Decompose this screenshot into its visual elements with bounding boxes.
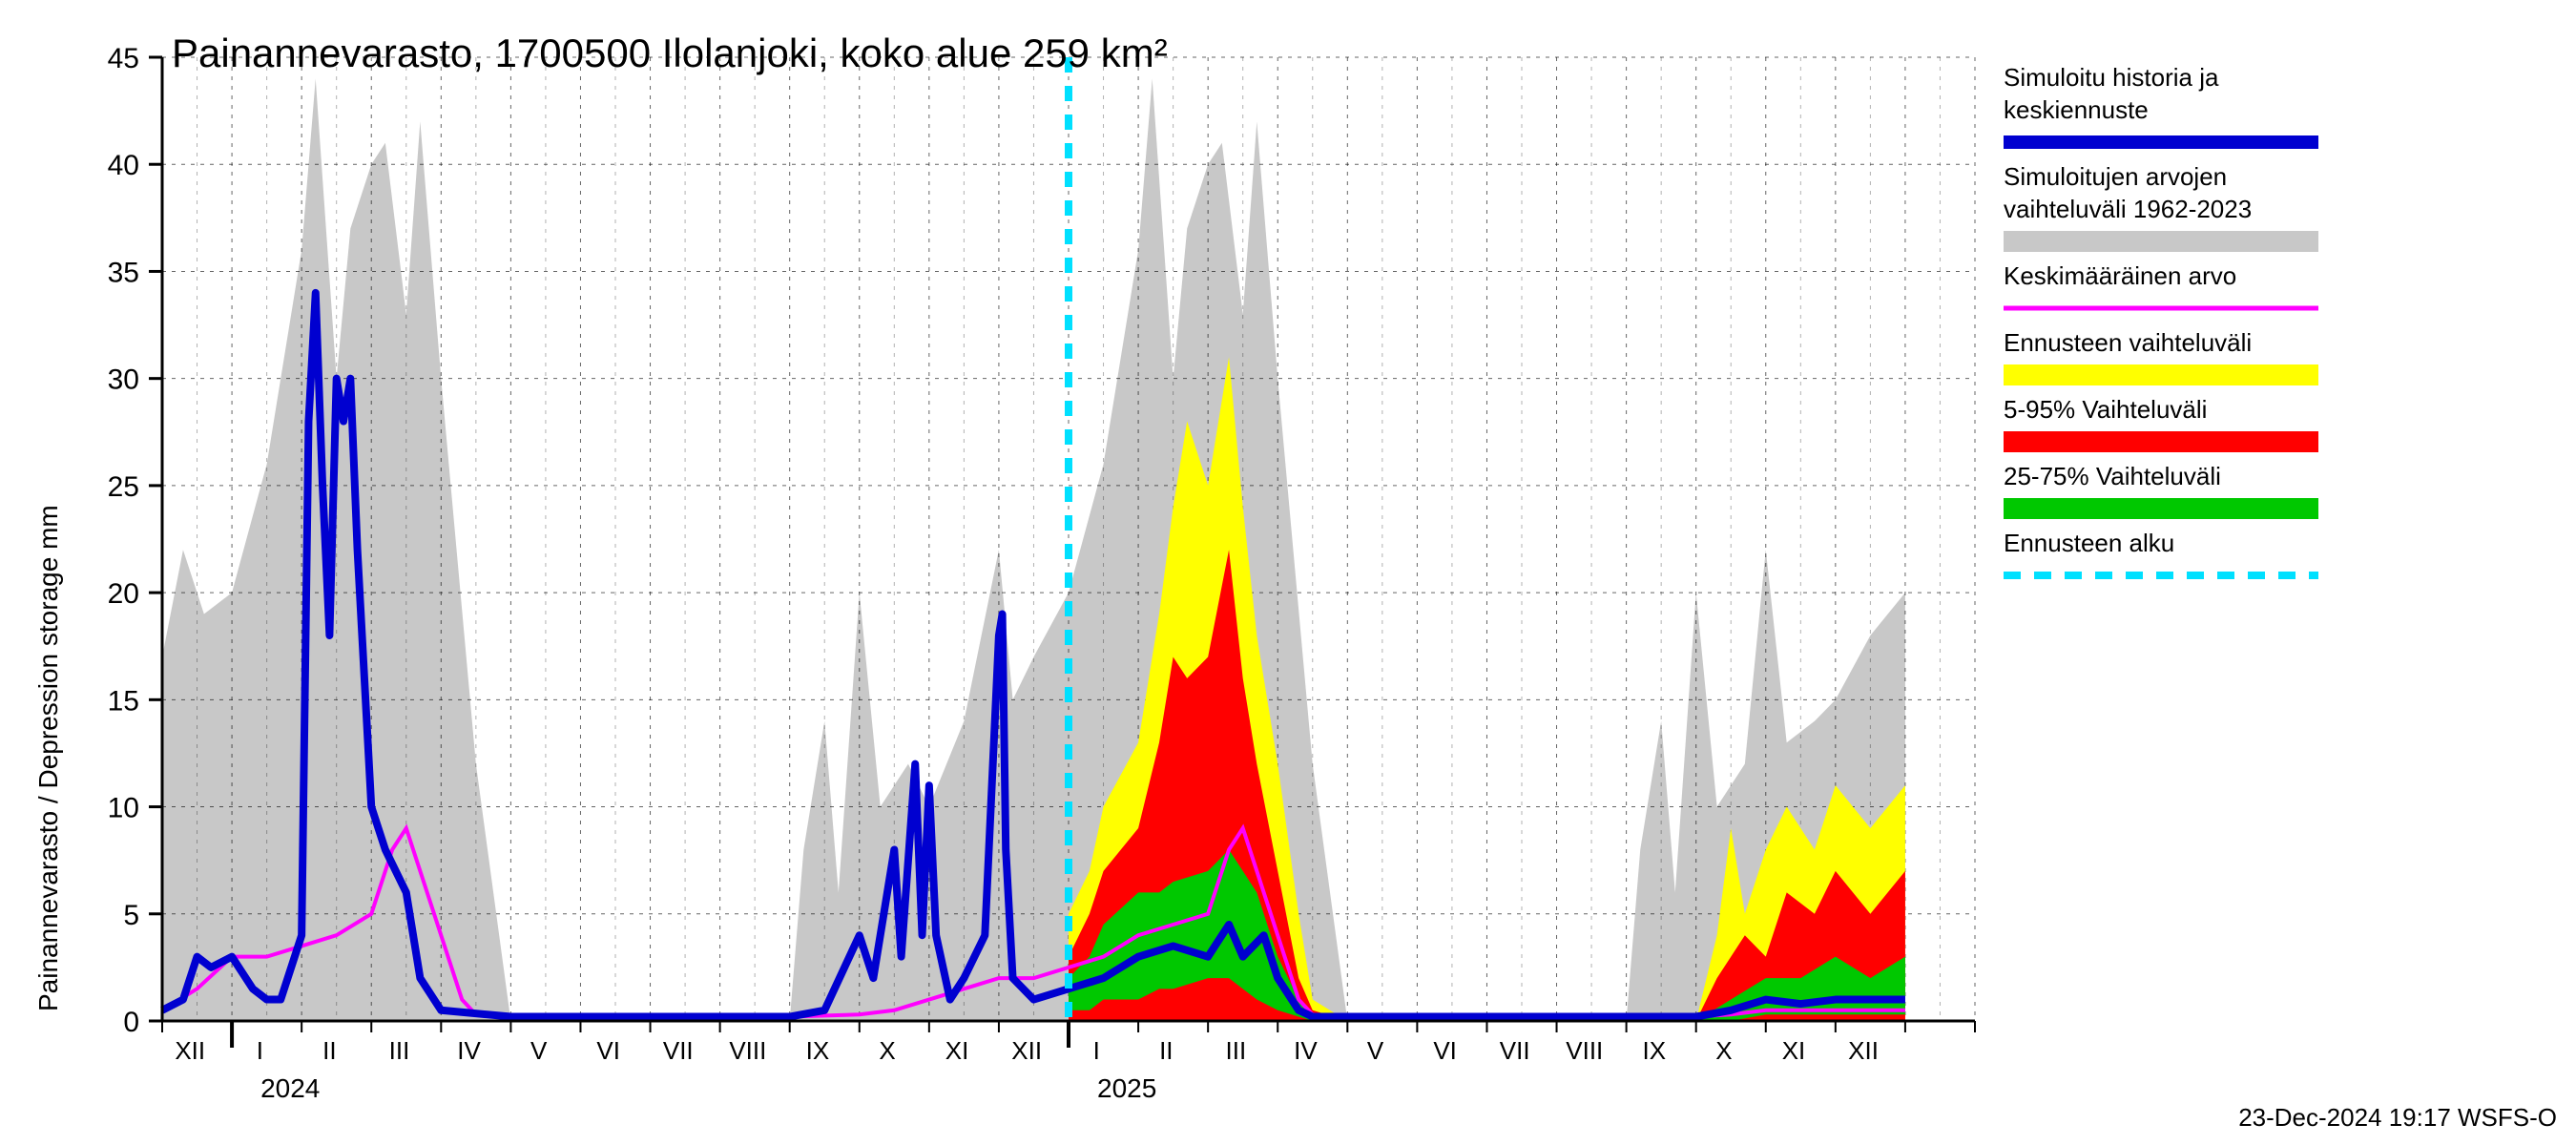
x-month-label: VII — [663, 1036, 694, 1065]
y-axis-label: Painannevarasto / Depression storage mm — [33, 505, 63, 1011]
legend-label: keskiennuste — [2004, 95, 2149, 124]
legend-label: Ennusteen alku — [2004, 529, 2174, 557]
legend-label: Simuloitu historia ja — [2004, 63, 2219, 92]
x-month-label: VIII — [729, 1036, 766, 1065]
x-month-label: IX — [806, 1036, 830, 1065]
x-month-label: IV — [457, 1036, 481, 1065]
legend-swatch — [2004, 498, 2318, 519]
x-month-label: X — [879, 1036, 895, 1065]
x-month-label: VIII — [1566, 1036, 1603, 1065]
legend-label: vaihteluväli 1962-2023 — [2004, 195, 2252, 223]
chart-container: 051015202530354045XIIIIIIIIIVVVIVIIVIIII… — [0, 0, 2576, 1145]
y-tick-label: 30 — [108, 364, 139, 396]
footer-timestamp: 23-Dec-2024 19:17 WSFS-O — [2238, 1103, 2557, 1132]
y-tick-label: 0 — [123, 1007, 139, 1038]
x-month-label: V — [530, 1036, 548, 1065]
x-month-label: XI — [1782, 1036, 1806, 1065]
chart-title: Painannevarasto, 1700500 Ilolanjoki, kok… — [172, 31, 1168, 75]
legend-label: 5-95% Vaihteluväli — [2004, 395, 2207, 424]
y-tick-label: 5 — [123, 900, 139, 931]
legend-label: 25-75% Vaihteluväli — [2004, 462, 2221, 490]
y-tick-label: 10 — [108, 793, 139, 824]
x-month-label: XII — [1011, 1036, 1042, 1065]
chart-svg: 051015202530354045XIIIIIIIIIVVVIVIIVIIII… — [0, 0, 2576, 1145]
x-month-label: V — [1367, 1036, 1384, 1065]
y-tick-label: 35 — [108, 257, 139, 288]
y-tick-label: 20 — [108, 578, 139, 610]
legend-swatch — [2004, 231, 2318, 252]
x-year-label: 2025 — [1097, 1073, 1156, 1103]
legend-swatch — [2004, 431, 2318, 452]
y-tick-label: 40 — [108, 150, 139, 181]
x-month-label: IV — [1294, 1036, 1318, 1065]
y-tick-label: 15 — [108, 685, 139, 717]
x-month-label: XII — [175, 1036, 205, 1065]
x-month-label: VII — [1500, 1036, 1530, 1065]
x-month-label: III — [389, 1036, 410, 1065]
x-year-label: 2024 — [260, 1073, 320, 1103]
x-month-label: X — [1715, 1036, 1732, 1065]
legend-label: Simuloitujen arvojen — [2004, 162, 2227, 191]
x-month-label: I — [257, 1036, 263, 1065]
y-tick-label: 45 — [108, 43, 139, 74]
x-month-label: III — [1226, 1036, 1247, 1065]
legend-swatch — [2004, 364, 2318, 385]
y-tick-label: 25 — [108, 471, 139, 503]
x-month-label: VI — [1433, 1036, 1457, 1065]
legend-label: Ennusteen vaihteluväli — [2004, 328, 2252, 357]
legend-swatch — [2004, 135, 2318, 149]
x-month-label: XII — [1848, 1036, 1879, 1065]
x-month-label: II — [1159, 1036, 1173, 1065]
legend-label: Keskimääräinen arvo — [2004, 261, 2236, 290]
x-month-label: VI — [596, 1036, 620, 1065]
x-month-label: II — [322, 1036, 336, 1065]
x-month-label: I — [1093, 1036, 1100, 1065]
x-month-label: IX — [1643, 1036, 1667, 1065]
x-month-label: XI — [945, 1036, 969, 1065]
